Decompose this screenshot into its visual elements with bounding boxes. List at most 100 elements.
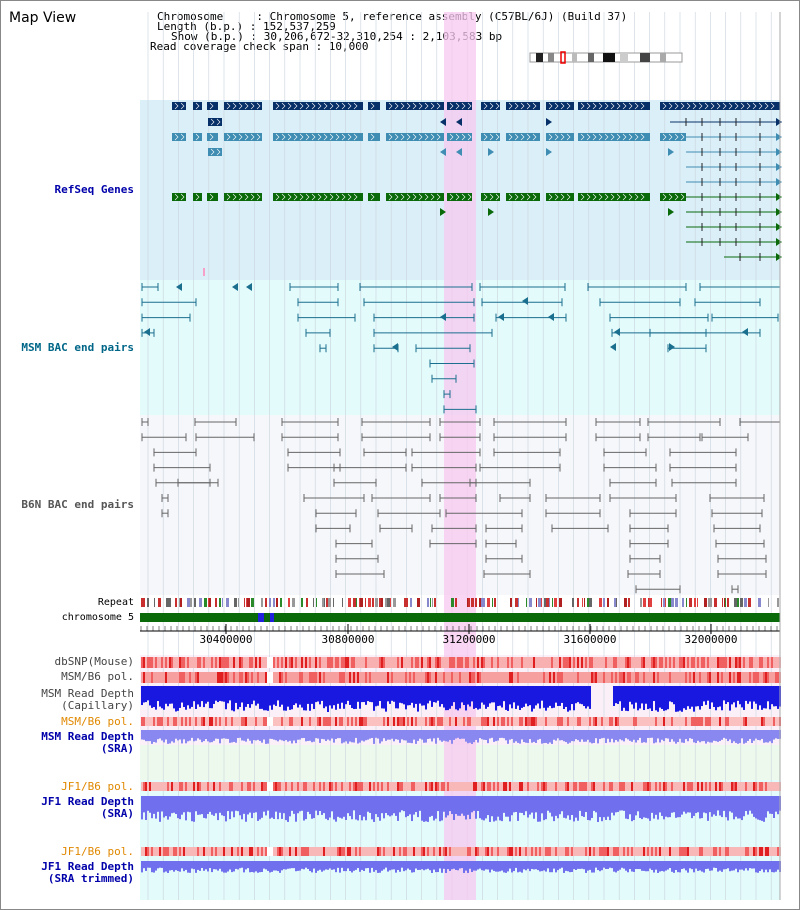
msm-bac-pair[interactable] — [305, 328, 331, 337]
refseq-gene[interactable] — [273, 102, 363, 110]
b6n-bac-pair[interactable] — [153, 448, 197, 457]
b6n-bac-pair[interactable] — [499, 494, 531, 502]
chromosome-ideogram[interactable] — [529, 51, 683, 64]
refseq-gene[interactable] — [578, 133, 650, 141]
refseq-gene[interactable] — [368, 133, 380, 141]
refseq-gene[interactable] — [386, 133, 444, 141]
b6n-bac-pair[interactable] — [161, 494, 169, 502]
msm-pol-sra-label[interactable]: MSM/B6 pol. — [61, 715, 134, 728]
b6n-bac-pair[interactable] — [469, 478, 531, 487]
selection-highlight[interactable] — [444, 12, 476, 900]
b6n-bac-pair[interactable] — [439, 433, 481, 442]
msm-bac-pair[interactable] — [495, 313, 567, 322]
msm-bac-pair[interactable] — [141, 283, 159, 291]
msm-bac-pair[interactable] — [479, 283, 566, 291]
refseq-gene[interactable] — [481, 193, 500, 201]
b6n-bac-pair[interactable] — [485, 554, 523, 563]
b6n-bac-pair[interactable] — [315, 509, 357, 518]
b6n-bac-pair[interactable] — [363, 448, 407, 457]
refseq-gene[interactable] — [481, 102, 500, 110]
gene-marker[interactable] — [776, 223, 782, 231]
refseq-gene[interactable] — [481, 133, 500, 141]
msm-bac-pair[interactable] — [363, 298, 475, 307]
b6n-bac-pair[interactable] — [647, 433, 701, 442]
b6n-bac-pair[interactable] — [629, 539, 669, 548]
b6n-bac-pair[interactable] — [493, 433, 567, 442]
gene-marker[interactable] — [610, 343, 616, 351]
jf1-pol-trim-label[interactable]: JF1/B6 pol. — [61, 845, 134, 858]
msm-bac-pair[interactable] — [373, 313, 475, 322]
gene-marker[interactable] — [176, 283, 182, 291]
refseq-gene[interactable] — [193, 193, 202, 201]
refseq-gene[interactable] — [208, 148, 222, 156]
msm-bac-pair[interactable] — [443, 390, 451, 399]
transcript[interactable] — [686, 178, 782, 186]
b6n-bac-label[interactable]: B6N BAC end pairs — [21, 498, 134, 511]
refseq-genes-track[interactable] — [172, 102, 782, 276]
refseq-gene[interactable] — [506, 193, 540, 201]
b6n-bac-pair[interactable] — [717, 570, 767, 578]
jf1-pol-trimmed-track[interactable] — [141, 847, 781, 856]
b6n-bac-pair[interactable] — [371, 494, 431, 502]
b6n-bac-pair[interactable] — [595, 418, 641, 426]
refseq-gene[interactable] — [506, 133, 540, 141]
chromosome-bar[interactable] — [140, 613, 780, 622]
gene-marker[interactable] — [776, 133, 782, 141]
gene-marker[interactable] — [548, 313, 554, 321]
refseq-gene[interactable] — [506, 102, 540, 110]
transcript[interactable] — [686, 163, 782, 171]
msm-bac-pair[interactable] — [319, 344, 327, 353]
refseq-gene[interactable] — [207, 193, 218, 201]
refseq-gene[interactable] — [546, 193, 574, 201]
b6n-bac-pair[interactable] — [411, 463, 477, 472]
b6n-bac-pair[interactable] — [635, 585, 681, 594]
b6n-bac-pair[interactable] — [671, 478, 737, 487]
gene-marker[interactable] — [440, 148, 446, 156]
dbsnp-track[interactable] — [141, 657, 781, 668]
msm-bac-pair[interactable] — [667, 344, 707, 353]
gene-marker[interactable] — [668, 148, 674, 156]
b6n-bac-pair[interactable] — [629, 554, 661, 563]
transcript[interactable] — [670, 118, 782, 126]
b6n-bac-pair[interactable] — [479, 463, 561, 472]
transcript[interactable] — [724, 253, 782, 261]
b6n-bac-pair[interactable] — [335, 539, 373, 548]
b6n-bac-pair[interactable] — [709, 494, 765, 502]
b6n-bac-pair[interactable] — [493, 418, 567, 426]
b6n-bac-pair[interactable] — [493, 448, 561, 457]
b6n-bac-pair[interactable] — [333, 478, 377, 487]
refseq-gene[interactable] — [207, 102, 218, 110]
msm-bac-pair[interactable] — [599, 298, 681, 307]
gene-marker[interactable] — [232, 283, 238, 291]
jf1-read-depth-track[interactable] — [141, 796, 781, 822]
b6n-bac-pair[interactable] — [669, 448, 737, 457]
jf1-pol-label[interactable]: JF1/B6 pol. — [61, 780, 134, 793]
refseq-gene[interactable] — [447, 193, 472, 201]
b6n-bac-pair[interactable] — [153, 463, 211, 472]
gene-marker[interactable] — [392, 343, 398, 351]
b6n-bac-pair[interactable] — [439, 418, 481, 426]
refseq-gene[interactable] — [224, 193, 262, 201]
gene-marker[interactable] — [456, 118, 462, 126]
b6n-bac-pair[interactable] — [485, 539, 517, 548]
b6n-bac-pair[interactable] — [194, 418, 237, 426]
jf1-pol-track[interactable] — [141, 782, 781, 791]
gene-marker[interactable] — [776, 238, 782, 246]
b6n-bac-pair[interactable] — [439, 494, 477, 502]
transcript[interactable] — [686, 193, 782, 201]
b6n-bac-pair[interactable] — [161, 509, 169, 518]
b6n-bac-pair[interactable] — [711, 509, 763, 518]
b6n-bac-pair[interactable] — [141, 433, 187, 442]
msm-bac-pair[interactable] — [443, 405, 477, 414]
gene-marker[interactable] — [776, 208, 782, 216]
gene-marker[interactable] — [776, 178, 782, 186]
refseq-gene[interactable] — [546, 133, 574, 141]
msm-bac-pair[interactable] — [289, 283, 339, 291]
b6n-bac-pair[interactable] — [335, 570, 385, 578]
b6n-bac-pair[interactable] — [195, 433, 255, 442]
b6n-bac-pair[interactable] — [609, 478, 657, 487]
b6n-bac-pair[interactable] — [361, 418, 431, 426]
refseq-gene[interactable] — [224, 133, 262, 141]
refseq-gene[interactable] — [172, 133, 186, 141]
